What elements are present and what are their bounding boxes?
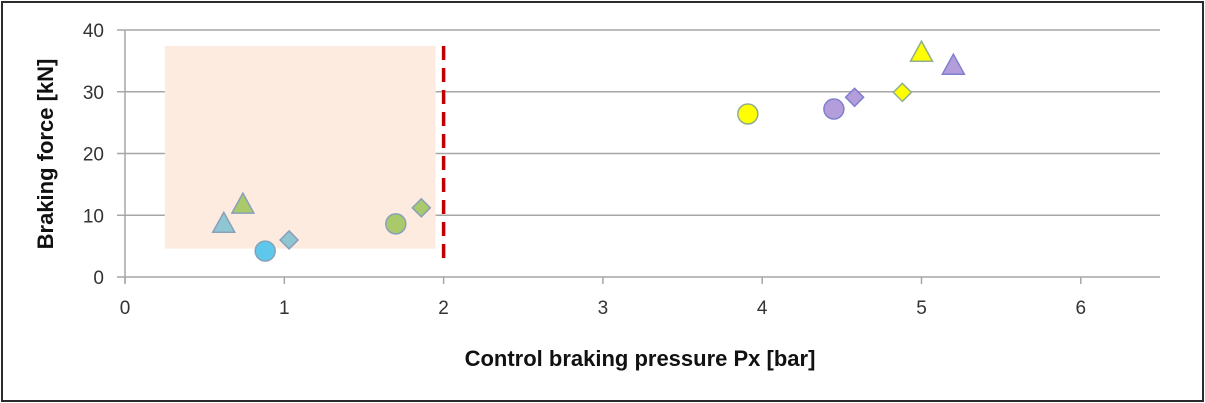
y-tick-label: 20: [83, 145, 104, 166]
x-axis-title: Control braking pressure Px [bar]: [465, 346, 816, 371]
y-tick-label: 30: [83, 83, 104, 104]
y-axis-title: Braking force [kN]: [33, 59, 58, 250]
diamond-marker: [411, 197, 432, 218]
y-tick-label: 10: [83, 206, 104, 227]
y-tick-label: 40: [83, 21, 104, 42]
diamond-marker: [279, 229, 300, 251]
data-points: [211, 39, 966, 262]
diamond-marker: [892, 82, 913, 103]
axes: 0 1 2 3 4 5 6: [120, 30, 1086, 319]
circle-marker: [737, 103, 759, 125]
y-tick-label: 0: [93, 268, 104, 289]
triangle-marker: [941, 52, 966, 75]
circle-marker: [385, 213, 407, 235]
circle-marker: [254, 240, 276, 262]
triangle-marker: [909, 39, 934, 62]
triangle-marker: [230, 191, 256, 214]
triangle-marker: [211, 210, 237, 234]
circle-marker: [823, 98, 845, 120]
x-tick-label: 5: [916, 298, 927, 319]
x-tick-label: 0: [120, 298, 131, 319]
x-tick-label: 3: [598, 298, 609, 319]
x-tick-label: 2: [438, 298, 449, 319]
x-tick-label: 6: [1076, 298, 1087, 319]
diamond-marker: [844, 87, 865, 108]
x-tick-label: 1: [279, 298, 290, 319]
x-tick-label: 4: [757, 298, 768, 319]
